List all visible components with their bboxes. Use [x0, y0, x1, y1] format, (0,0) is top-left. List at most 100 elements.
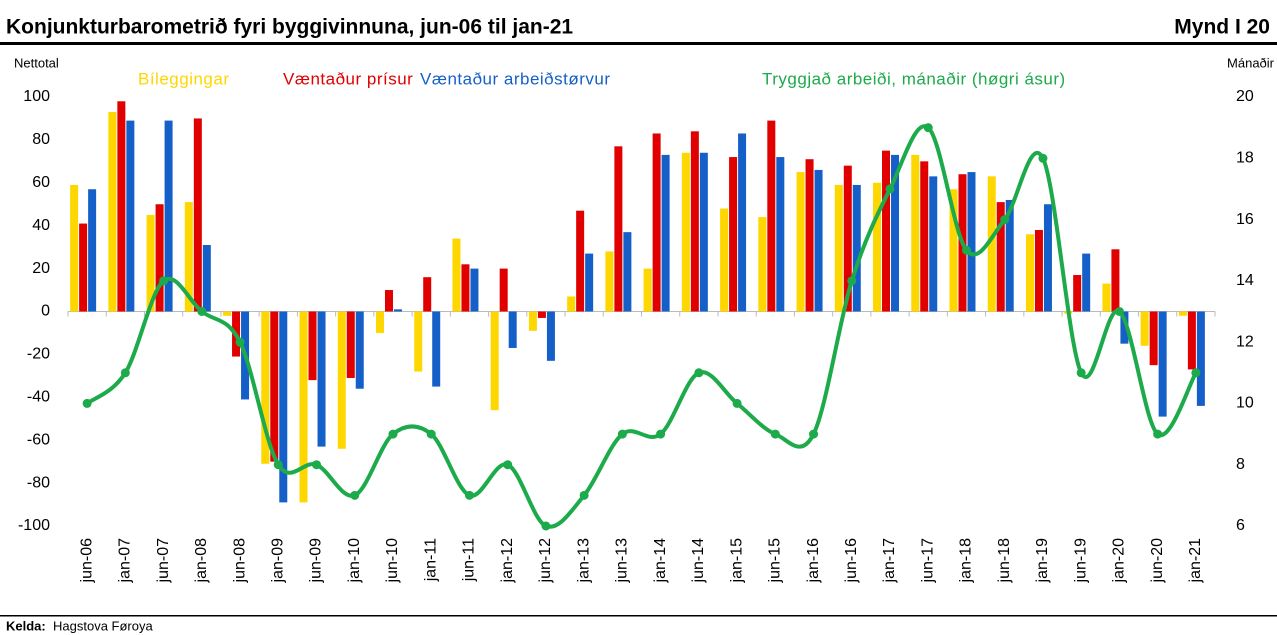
bar — [1149, 311, 1158, 366]
y-tick-label: -60 — [27, 431, 50, 448]
bar — [261, 311, 270, 464]
y2-tick-label: 20 — [1236, 88, 1254, 105]
line-point — [694, 368, 704, 378]
line-point — [1153, 429, 1163, 439]
bar — [346, 311, 355, 378]
bar — [796, 172, 805, 312]
bar — [758, 217, 767, 312]
y-tick-label: -100 — [18, 517, 50, 534]
bar — [79, 223, 88, 312]
bar — [155, 204, 164, 312]
line — [85, 124, 1198, 529]
bar — [308, 311, 317, 381]
bar — [891, 154, 900, 312]
line-point — [617, 429, 627, 439]
y2-tick-label: 16 — [1236, 211, 1254, 228]
y-tick-label: -40 — [27, 389, 50, 406]
bar — [1111, 249, 1120, 312]
y-tick-label: 80 — [32, 131, 50, 148]
bar — [661, 154, 670, 312]
x-tick-label: jun-17 — [919, 538, 936, 584]
legend-entry: Bíleggingar — [138, 69, 230, 88]
bar — [949, 189, 958, 312]
y-tick-label: 0 — [41, 303, 50, 320]
line-point — [1114, 307, 1124, 316]
x-tick-label: jan-15 — [728, 538, 745, 584]
bar — [814, 169, 823, 312]
x-tick-label: jun-07 — [155, 538, 172, 584]
bar — [499, 268, 508, 312]
line-point — [159, 276, 169, 286]
source: Hagstova Føroya — [53, 618, 153, 633]
line-point — [120, 368, 130, 378]
line-point — [235, 337, 245, 347]
bar — [461, 264, 470, 312]
bar — [614, 146, 623, 312]
line-point — [885, 184, 895, 194]
x-tick-label: jun-14 — [690, 538, 707, 584]
bar — [337, 311, 346, 449]
bar — [996, 202, 1005, 312]
bar — [576, 210, 585, 312]
y2-axis-label: Mánaðir — [1227, 55, 1275, 70]
line-point — [1038, 153, 1048, 163]
x-tick-label: jun-18 — [996, 538, 1013, 584]
bar — [1005, 199, 1014, 312]
bar — [720, 208, 729, 312]
x-tick-label: jun-15 — [767, 538, 784, 584]
y-tick-label: 100 — [23, 88, 50, 105]
x-tick-label: jun-09 — [308, 538, 325, 584]
bar — [126, 120, 135, 312]
bar — [882, 150, 891, 312]
line-point — [464, 490, 474, 500]
bar — [70, 184, 79, 312]
bar — [987, 176, 996, 312]
y2-tick-label: 18 — [1236, 150, 1254, 167]
header-rule — [0, 42, 1277, 45]
bar — [193, 118, 202, 312]
bar — [805, 159, 814, 312]
y2-tick-label: 6 — [1236, 517, 1245, 534]
line-point — [426, 429, 436, 439]
bar — [317, 311, 326, 447]
footer-rule — [0, 615, 1277, 617]
bar — [834, 184, 843, 312]
line-point — [503, 460, 513, 470]
line-point — [770, 429, 780, 439]
x-tick-label: jan-20 — [1111, 538, 1128, 584]
x-tick-label: jun-12 — [537, 538, 554, 584]
bar — [929, 176, 938, 312]
bar — [843, 165, 852, 312]
bar — [681, 152, 690, 312]
bar — [537, 311, 546, 318]
bar — [528, 311, 537, 331]
bar — [393, 309, 402, 312]
bar — [1178, 311, 1187, 316]
bar — [146, 214, 155, 312]
bar — [776, 157, 785, 312]
bar — [738, 133, 747, 312]
bar — [184, 202, 193, 312]
bar — [1120, 311, 1129, 344]
x-tick-label: jan-09 — [270, 538, 287, 584]
line-point — [809, 429, 819, 439]
bar — [299, 311, 308, 503]
bar — [117, 101, 126, 312]
bar — [1034, 229, 1043, 312]
y-tick-label: 20 — [32, 260, 50, 277]
bar — [1140, 311, 1149, 346]
line-point — [579, 490, 589, 500]
bar — [690, 131, 699, 312]
x-tick-label: jan-08 — [193, 538, 210, 584]
bar — [88, 189, 97, 312]
bar — [508, 311, 517, 348]
bar — [1102, 283, 1111, 312]
bar — [1043, 204, 1052, 312]
bar — [920, 161, 929, 312]
line-point — [732, 398, 742, 408]
bar — [355, 311, 364, 389]
bar — [452, 238, 461, 312]
bar — [1158, 311, 1167, 417]
legend-entry: Tryggjað arbeiði, mánaðir (høgri ásur) — [762, 69, 1066, 88]
